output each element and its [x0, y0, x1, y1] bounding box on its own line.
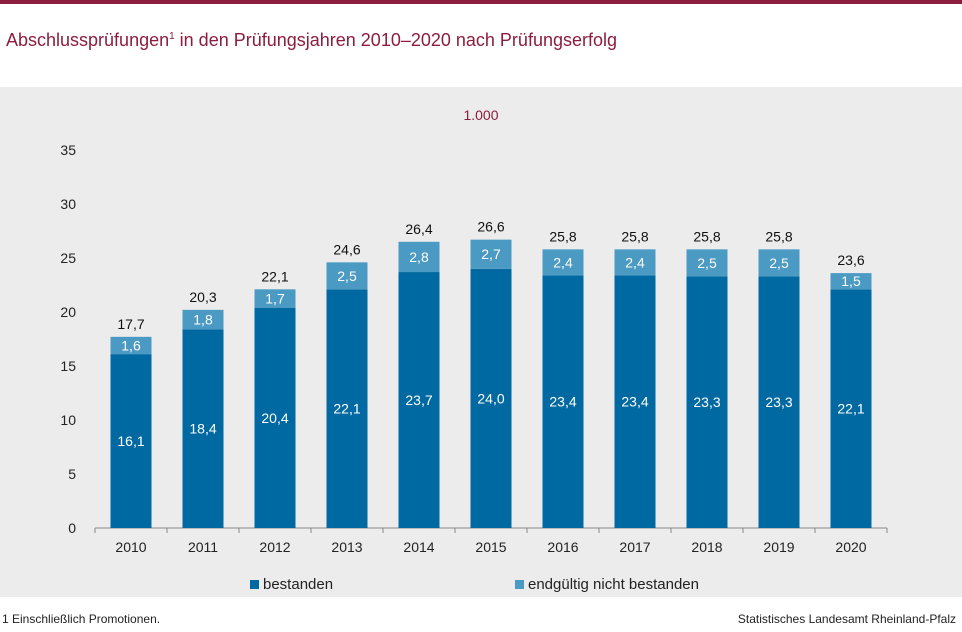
data-label-total: 26,4 [405, 221, 432, 237]
bar-bestanden [614, 275, 656, 528]
legend-swatch-bestanden [250, 580, 259, 589]
y-tick-label: 15 [60, 358, 76, 374]
y-tick-label: 5 [68, 466, 76, 482]
footnote: 1 Einschließlich Promotionen. [2, 612, 161, 626]
data-label-total: 25,8 [549, 228, 576, 244]
data-label-bestanden: 23,3 [765, 394, 792, 410]
data-label-total: 17,7 [117, 316, 144, 332]
bar-bestanden [470, 268, 512, 528]
legend-item-nicht-bestanden: endgültig nicht bestanden [515, 576, 699, 593]
scale-note: 1.000 [463, 107, 499, 123]
data-label-total: 20,3 [189, 289, 216, 305]
bar-nicht-bestanden [182, 309, 224, 330]
bar-bestanden [326, 289, 368, 528]
bar-bestanden [686, 276, 728, 528]
bar-nicht-bestanden [542, 249, 584, 276]
source-note: Statistisches Landesamt Rheinland-Pfalz [737, 612, 956, 626]
data-label-bestanden: 24,0 [477, 390, 504, 406]
bar-bestanden [542, 275, 584, 528]
x-tick-label: 2011 [188, 539, 218, 555]
legend-item-bestanden: bestanden [250, 576, 333, 593]
data-label-bestanden: 22,1 [837, 401, 864, 417]
data-label-bestanden: 16,1 [117, 433, 144, 449]
data-label-nicht-bestanden: 2,4 [625, 254, 645, 270]
legend-label-nicht-bestanden: endgültig nicht bestanden [528, 576, 699, 593]
bar-nicht-bestanden [758, 249, 800, 277]
top-rule [0, 0, 962, 4]
legend-label-bestanden: bestanden [263, 576, 334, 593]
x-tick-label: 2018 [691, 539, 722, 555]
data-label-nicht-bestanden: 2,5 [697, 255, 717, 271]
x-tick-label: 2015 [475, 539, 506, 555]
y-tick-label: 30 [60, 196, 76, 212]
x-tick-label: 2013 [331, 539, 362, 555]
bar-bestanden [830, 289, 872, 528]
bar-bestanden [398, 272, 440, 528]
data-label-total: 25,8 [693, 228, 720, 244]
data-label-nicht-bestanden: 2,5 [769, 255, 789, 271]
chart-title-footnote-marker: 1 [169, 31, 175, 42]
x-tick-label: 2017 [619, 539, 650, 555]
y-tick-label: 0 [68, 520, 76, 536]
x-tick-label: 2014 [403, 539, 434, 555]
data-label-nicht-bestanden: 2,4 [553, 254, 573, 270]
chart-title: Abschlussprüfungen1 in den Prüfungsjahre… [6, 30, 617, 51]
y-tick-label: 20 [60, 304, 76, 320]
y-tick-label: 10 [60, 412, 76, 428]
data-label-total: 26,6 [477, 219, 504, 235]
bar-nicht-bestanden [830, 273, 872, 290]
legend: bestanden endgültig nicht bestanden [0, 576, 962, 596]
bar-nicht-bestanden [254, 289, 296, 308]
data-label-nicht-bestanden: 1,8 [193, 312, 213, 328]
legend-swatch-nicht-bestanden [515, 580, 524, 589]
x-tick-label: 2012 [259, 539, 290, 555]
data-label-total: 24,6 [333, 241, 360, 257]
data-label-bestanden: 20,4 [261, 410, 288, 426]
x-tick-label: 2019 [763, 539, 794, 555]
data-label-nicht-bestanden: 2,5 [337, 268, 357, 284]
bar-bestanden [758, 276, 800, 528]
y-tick-label: 25 [60, 250, 76, 266]
data-label-bestanden: 23,7 [405, 392, 432, 408]
x-tick-label: 2016 [547, 539, 578, 555]
bar-bestanden [182, 329, 224, 528]
chart-title-rest: in den Prüfungsjahren 2010–2020 nach Prü… [174, 30, 617, 50]
data-label-total: 22,1 [261, 268, 288, 284]
bar-nicht-bestanden [326, 262, 368, 290]
data-label-nicht-bestanden: 2,8 [409, 249, 429, 265]
bar-nicht-bestanden [686, 249, 728, 277]
data-label-nicht-bestanden: 1,7 [265, 291, 285, 307]
data-label-nicht-bestanden: 1,5 [841, 273, 861, 289]
bar-nicht-bestanden [398, 241, 440, 273]
bar-nicht-bestanden [110, 336, 152, 355]
data-label-bestanden: 22,1 [333, 401, 360, 417]
data-label-nicht-bestanden: 1,6 [121, 337, 141, 353]
data-label-total: 23,6 [837, 252, 864, 268]
y-tick-label: 35 [60, 142, 76, 158]
data-label-bestanden: 18,4 [189, 421, 216, 437]
chart-title-main: Abschlussprüfungen [6, 30, 170, 50]
data-label-bestanden: 23,4 [549, 394, 576, 410]
x-tick-label: 2020 [835, 539, 866, 555]
data-label-total: 25,8 [621, 228, 648, 244]
bar-bestanden [254, 307, 296, 528]
data-label-nicht-bestanden: 2,7 [481, 246, 501, 262]
bar-nicht-bestanden [614, 249, 656, 276]
data-label-bestanden: 23,3 [693, 394, 720, 410]
data-label-bestanden: 23,4 [621, 394, 648, 410]
bar-nicht-bestanden [470, 239, 512, 269]
x-tick-label: 2010 [115, 539, 146, 555]
data-label-total: 25,8 [765, 228, 792, 244]
bar-bestanden [110, 354, 152, 528]
